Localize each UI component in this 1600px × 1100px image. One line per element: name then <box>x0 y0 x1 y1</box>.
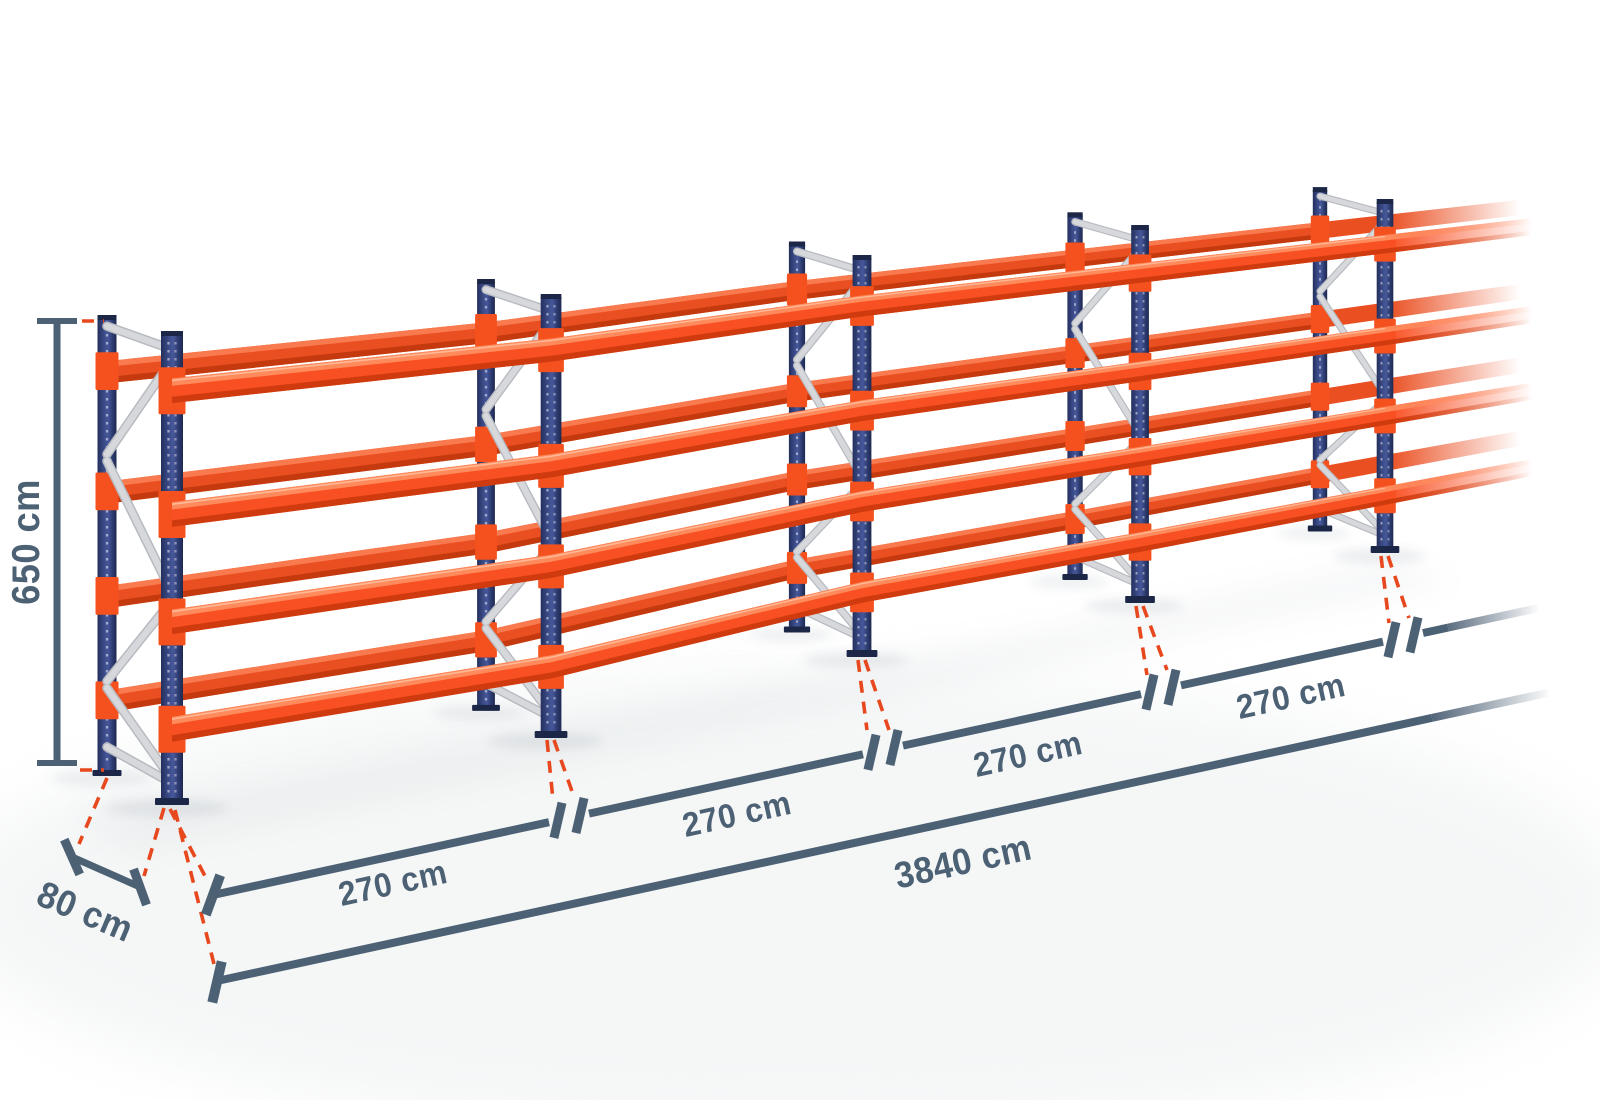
floor-shadows <box>0 527 1600 1100</box>
extension-dashes <box>77 319 1411 965</box>
back-posts <box>92 187 1333 776</box>
dimension-annotations <box>37 318 1549 1004</box>
bay-width-dimension-line <box>201 604 1539 917</box>
height-dimension-label: 650 cm <box>5 479 48 605</box>
height-dimension <box>37 318 77 766</box>
total-length-dimension-line <box>207 688 1549 1004</box>
front-beams <box>172 215 1552 742</box>
depth-dimension <box>60 837 151 907</box>
